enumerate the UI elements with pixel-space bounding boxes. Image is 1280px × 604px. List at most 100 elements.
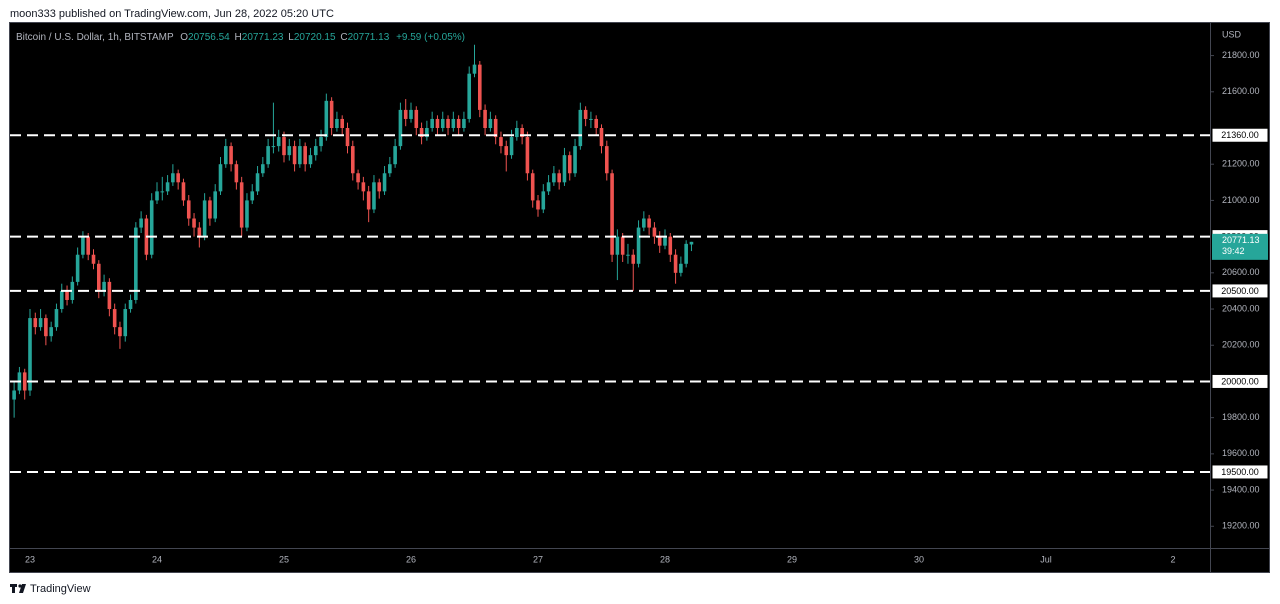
y-tick-label: 20400.00 bbox=[1222, 303, 1260, 313]
candle-body bbox=[356, 173, 360, 183]
candle-body bbox=[123, 309, 128, 337]
candle-body bbox=[483, 109, 487, 128]
candle-body bbox=[541, 191, 546, 210]
candle-body bbox=[689, 241, 694, 245]
candle-body bbox=[298, 146, 302, 165]
candle-body bbox=[647, 218, 651, 228]
candle-body bbox=[668, 236, 673, 255]
level-label-box bbox=[1211, 127, 1269, 143]
candle-body bbox=[229, 146, 233, 165]
candle-body bbox=[81, 236, 85, 255]
candle-body bbox=[652, 227, 657, 237]
candle-body bbox=[578, 109, 583, 147]
candle-body bbox=[208, 200, 212, 219]
candle-body bbox=[626, 254, 630, 256]
candle-body bbox=[430, 118, 434, 128]
level-label-box bbox=[1211, 283, 1269, 299]
candle-body bbox=[282, 137, 286, 156]
logo-part bbox=[18, 584, 22, 588]
candle-body bbox=[673, 254, 678, 273]
candle-body bbox=[419, 128, 424, 138]
candle-body bbox=[313, 146, 318, 156]
candle-body bbox=[409, 109, 413, 119]
y-tick-label: 19600.00 bbox=[1222, 448, 1260, 458]
candle-body bbox=[610, 173, 614, 255]
candle-body bbox=[620, 236, 625, 255]
candle-body bbox=[112, 309, 117, 328]
publish-info: moon333 published on TradingView.com, Ju… bbox=[10, 8, 334, 20]
candle-body bbox=[361, 182, 366, 192]
candle-body bbox=[567, 155, 572, 174]
last-price: 20771.13 bbox=[1222, 235, 1260, 245]
candle-body bbox=[684, 243, 688, 264]
candle-body bbox=[324, 100, 329, 138]
x-tick-label: 29 bbox=[787, 554, 797, 564]
candle-body bbox=[679, 263, 683, 273]
candle-body bbox=[398, 109, 403, 147]
x-tick-label: 2 bbox=[1170, 554, 1175, 564]
candle-body bbox=[255, 173, 260, 192]
candle-body bbox=[33, 318, 38, 328]
candle-body bbox=[451, 118, 456, 128]
candle-body bbox=[308, 155, 313, 165]
candle-body bbox=[530, 173, 535, 201]
candle-body bbox=[599, 128, 604, 147]
ohlc-letter: H bbox=[235, 32, 242, 43]
candle-body bbox=[557, 173, 561, 183]
candle-body bbox=[234, 164, 239, 183]
candle-body bbox=[642, 218, 646, 228]
legend: Bitcoin / U.S. Dollar, 1h, BITSTAMP O207… bbox=[16, 32, 465, 43]
candle-body bbox=[366, 191, 371, 210]
y-tick-label: 19800.00 bbox=[1222, 412, 1260, 422]
candle-body bbox=[276, 137, 281, 147]
candle-body bbox=[102, 281, 106, 291]
candle-body bbox=[462, 118, 466, 128]
y-tick-label: 20600.00 bbox=[1222, 267, 1260, 277]
y-tick-label: 21200.00 bbox=[1222, 159, 1260, 169]
candle-body bbox=[583, 109, 588, 119]
candle-body bbox=[303, 146, 307, 165]
candle-body bbox=[340, 118, 345, 128]
candle-body bbox=[128, 299, 133, 310]
candle-body bbox=[440, 118, 445, 128]
candle-body bbox=[12, 390, 16, 400]
candle-body bbox=[382, 173, 387, 192]
candle-body bbox=[155, 191, 159, 201]
candle-body bbox=[552, 173, 556, 183]
candle-body bbox=[139, 218, 143, 228]
candle-body bbox=[266, 146, 270, 165]
candle-body bbox=[456, 118, 461, 128]
candle-body bbox=[350, 146, 355, 174]
candle-body bbox=[218, 164, 223, 192]
x-tick-label: 25 bbox=[279, 554, 289, 564]
candle-body bbox=[118, 327, 122, 337]
candle-body bbox=[345, 128, 350, 147]
candle-body bbox=[250, 191, 255, 201]
candle-body bbox=[425, 128, 429, 138]
ohlc-value: 20771.13 bbox=[348, 32, 390, 43]
level-label: 21360.00 bbox=[1221, 130, 1259, 140]
candle-body bbox=[59, 290, 64, 310]
level-label-box bbox=[1211, 464, 1269, 480]
candle-body bbox=[91, 254, 96, 264]
y-tick-label: 21000.00 bbox=[1222, 195, 1260, 205]
tradingview-logo bbox=[10, 584, 26, 593]
candle-body bbox=[75, 254, 80, 282]
candle-body bbox=[604, 146, 609, 174]
candle-body bbox=[149, 200, 154, 255]
candle-body bbox=[335, 118, 339, 128]
candle-body bbox=[414, 109, 419, 128]
candle-body bbox=[287, 146, 292, 156]
candle-body bbox=[493, 118, 498, 138]
y-tick-label: 20200.00 bbox=[1222, 340, 1260, 350]
ohlc-value: 20771.23 bbox=[242, 32, 284, 43]
candle-body bbox=[562, 155, 567, 183]
level-label: 19500.00 bbox=[1221, 467, 1259, 477]
level-label-box bbox=[1211, 373, 1269, 389]
candle-body bbox=[245, 200, 249, 228]
ohlc-letter: O bbox=[180, 32, 188, 43]
candle-body bbox=[213, 191, 218, 219]
ohlc-value: 20720.15 bbox=[294, 32, 336, 43]
candle-body bbox=[49, 327, 53, 337]
candle-body bbox=[223, 146, 228, 165]
